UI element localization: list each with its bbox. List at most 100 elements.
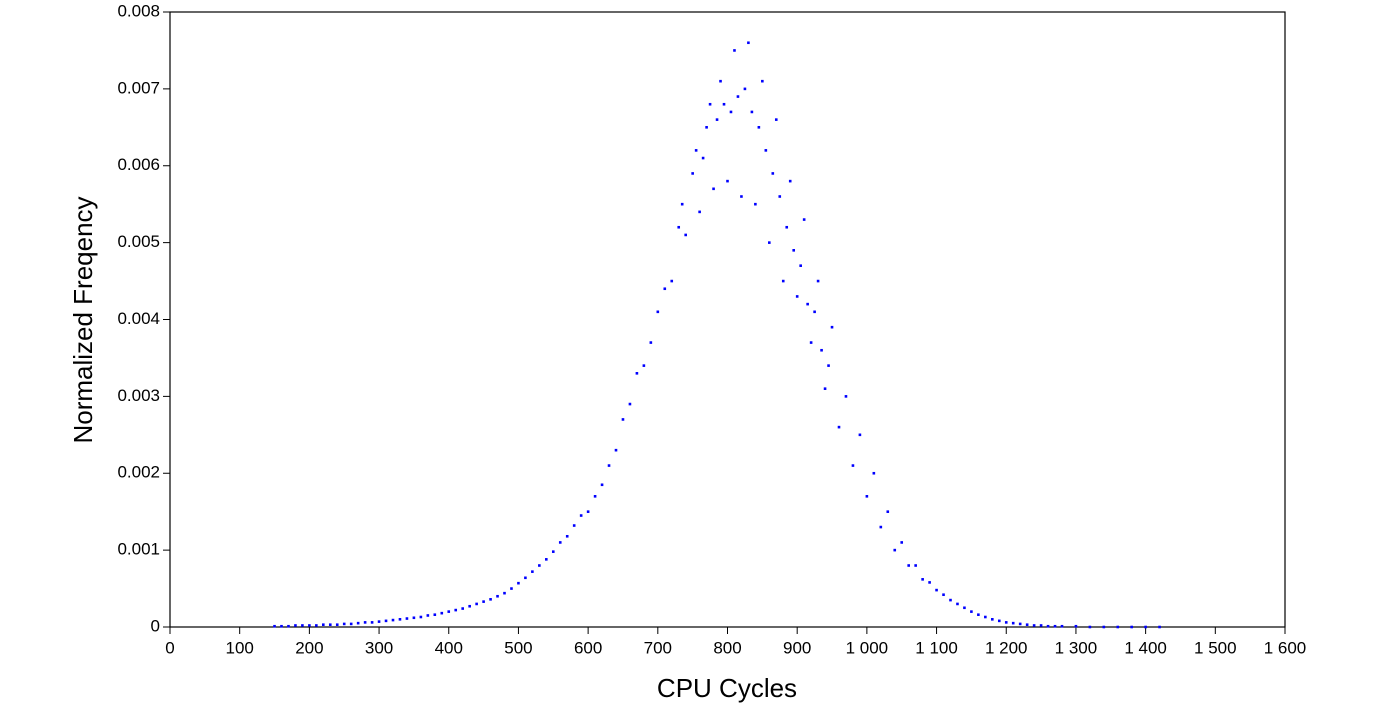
y-tick-label: 0.004 — [117, 309, 160, 328]
data-point — [768, 241, 771, 244]
data-point — [510, 587, 513, 590]
data-point — [802, 218, 806, 221]
y-tick-label: 0 — [151, 616, 160, 635]
data-point — [273, 624, 276, 628]
x-tick-label: 1 500 — [1194, 638, 1237, 657]
data-point — [1116, 625, 1120, 629]
data-point — [363, 621, 367, 624]
data-point — [816, 279, 820, 283]
data-point — [294, 624, 297, 627]
data-point — [342, 622, 346, 626]
data-point — [921, 578, 924, 581]
data-point — [785, 225, 789, 229]
x-tick-label: 200 — [295, 638, 323, 657]
data-point — [774, 118, 778, 121]
data-point — [935, 588, 938, 592]
data-point — [468, 604, 471, 608]
x-tick-label: 600 — [574, 638, 602, 657]
data-point — [788, 179, 792, 183]
data-point — [680, 202, 684, 206]
data-point — [670, 279, 674, 283]
data-point — [642, 364, 646, 367]
data-point — [1025, 623, 1029, 626]
x-tick-label: 100 — [226, 638, 254, 657]
data-point — [1039, 624, 1043, 627]
data-point — [315, 624, 318, 627]
data-point — [740, 195, 743, 198]
data-point — [349, 622, 353, 626]
x-tick-label: 0 — [165, 638, 174, 657]
data-point — [628, 402, 632, 406]
data-point — [1046, 624, 1050, 628]
data-point — [942, 593, 945, 597]
y-tick-label: 0.006 — [117, 155, 160, 174]
data-point — [524, 576, 527, 580]
y-axis-title: Normalized Freqency — [68, 196, 98, 443]
data-point — [991, 618, 994, 621]
data-point — [649, 341, 653, 344]
data-point — [708, 102, 712, 106]
data-point — [301, 624, 304, 627]
data-point — [733, 49, 736, 52]
data-point — [391, 618, 395, 622]
data-point — [426, 614, 430, 617]
data-point — [726, 179, 729, 183]
y-tick-label: 0.005 — [117, 232, 160, 251]
data-point — [405, 617, 409, 620]
data-point — [736, 95, 740, 98]
data-point — [914, 564, 917, 567]
data-point — [531, 570, 534, 573]
x-tick-label: 1 400 — [1124, 638, 1167, 657]
x-tick-label: 700 — [644, 638, 672, 657]
data-point — [844, 395, 848, 398]
data-point — [621, 418, 625, 421]
data-point — [1102, 625, 1106, 629]
data-point — [813, 310, 816, 314]
data-point — [607, 464, 611, 467]
data-point — [503, 591, 506, 595]
data-point — [677, 225, 681, 229]
data-point — [586, 510, 590, 513]
data-point — [684, 233, 687, 237]
x-tick-label: 300 — [365, 638, 393, 657]
data-point — [356, 621, 360, 625]
data-point — [795, 295, 799, 298]
x-tick-label: 1 600 — [1264, 638, 1307, 657]
data-point — [419, 615, 423, 619]
y-tick-label: 0.008 — [117, 1, 160, 20]
data-point — [663, 287, 667, 291]
data-point — [719, 79, 722, 83]
data-point — [764, 149, 768, 152]
data-point — [907, 564, 910, 567]
data-point — [377, 620, 381, 623]
data-point — [551, 550, 555, 553]
data-point — [928, 581, 931, 584]
data-point — [778, 195, 782, 198]
x-tick-label: 1 000 — [846, 638, 889, 657]
data-point — [754, 202, 757, 206]
data-point — [872, 471, 876, 475]
data-point — [1158, 625, 1161, 629]
data-point — [412, 616, 416, 620]
data-point — [308, 624, 311, 627]
data-point — [712, 187, 715, 191]
data-point — [865, 495, 869, 498]
data-point — [761, 79, 764, 83]
x-tick-label: 500 — [504, 638, 532, 657]
data-point — [600, 483, 604, 487]
x-tick-label: 800 — [713, 638, 741, 657]
data-point — [757, 126, 761, 129]
x-axis-title: CPU Cycles — [657, 673, 797, 703]
data-point — [370, 621, 374, 624]
data-point — [698, 210, 701, 214]
data-point — [447, 610, 451, 613]
data-point — [1053, 624, 1057, 628]
data-point — [970, 610, 973, 613]
data-point — [1144, 625, 1147, 629]
data-point — [694, 149, 698, 152]
data-point — [384, 619, 388, 623]
y-tick-label: 0.002 — [117, 463, 160, 482]
data-point — [837, 425, 841, 429]
data-point — [900, 541, 904, 544]
data-point — [893, 548, 897, 552]
